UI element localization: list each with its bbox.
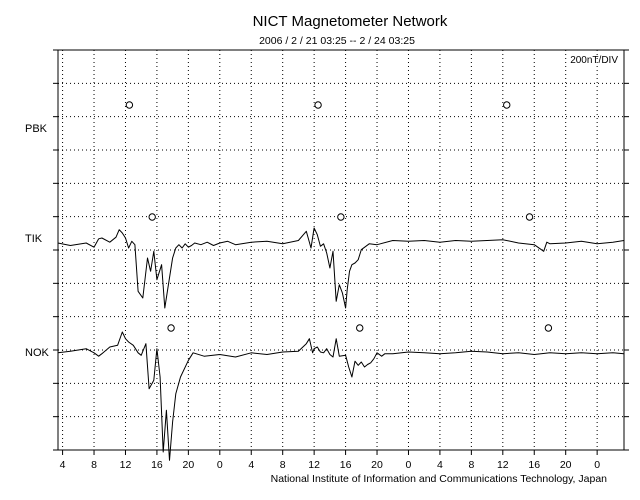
x-tick-label-6: 4 (248, 459, 254, 471)
scale-label: 200nT/DIV (570, 55, 618, 66)
noon-marker-pbk-0 (125, 101, 134, 109)
x-tick-label-1: 8 (91, 459, 97, 471)
noon-marker-tik-2 (525, 213, 534, 221)
station-traces (57, 227, 624, 461)
x-tick-label-14: 12 (497, 459, 509, 471)
noon-marker-nok-0 (167, 324, 175, 332)
x-tick-label-17: 0 (594, 459, 600, 471)
x-tick-label-16: 20 (560, 459, 572, 471)
noon-marker-nok-1 (356, 324, 364, 332)
trace-nok (57, 331, 624, 461)
station-labels: PBK TIK NOK (25, 123, 50, 359)
noon-marker-nok-2 (544, 324, 553, 332)
station-label-pbk: PBK (25, 123, 48, 135)
credit-line: National Institute of Information and Co… (271, 473, 608, 485)
x-tick-label-2: 12 (120, 459, 132, 471)
station-label-nok: NOK (25, 347, 50, 359)
x-tick-label-5: 0 (217, 459, 223, 471)
x-tick-label-13: 8 (468, 459, 474, 471)
x-ticks: 4 8 12 16 20 0 4 8 12 16 20 0 4 8 12 16 20 0 (60, 450, 600, 471)
x-tick-label-15: 16 (528, 459, 540, 471)
x-tick-label-0: 4 (60, 459, 66, 471)
trace-tik (57, 227, 624, 309)
x-tick-label-8: 12 (308, 459, 320, 471)
chart-title: NICT Magnetometer Network (253, 13, 448, 30)
x-tick-label-9: 16 (340, 459, 352, 471)
x-tick-label-11: 0 (406, 459, 412, 471)
grid (58, 50, 624, 450)
x-tick-label-12: 4 (437, 459, 443, 471)
noon-markers (125, 101, 553, 332)
noon-marker-tik-1 (337, 213, 345, 221)
noon-marker-pbk-2 (503, 101, 511, 109)
x-tick-label-7: 8 (280, 459, 286, 471)
x-tick-label-4: 20 (183, 459, 195, 471)
noon-marker-pbk-1 (314, 101, 322, 109)
y-ticks (53, 49, 629, 451)
noon-marker-tik-0 (148, 213, 156, 221)
x-tick-label-3: 16 (151, 459, 163, 471)
x-tick-label-10: 20 (371, 459, 383, 471)
station-label-tik: TIK (25, 233, 43, 245)
chart-date-range: 2006 / 2 / 21 03:25 -- 2 / 24 03:25 (259, 35, 415, 47)
